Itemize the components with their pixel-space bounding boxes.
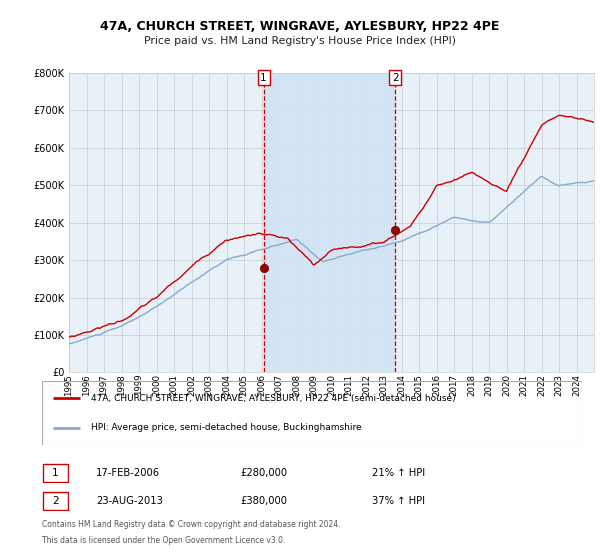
Text: 1: 1	[52, 468, 59, 478]
Text: 23-AUG-2013: 23-AUG-2013	[96, 496, 163, 506]
Text: 21% ↑ HPI: 21% ↑ HPI	[372, 468, 425, 478]
Text: Contains HM Land Registry data © Crown copyright and database right 2024.: Contains HM Land Registry data © Crown c…	[42, 520, 341, 529]
Text: Price paid vs. HM Land Registry's House Price Index (HPI): Price paid vs. HM Land Registry's House …	[144, 36, 456, 46]
Text: 2: 2	[52, 496, 59, 506]
Text: £280,000: £280,000	[240, 468, 287, 478]
Bar	[263, 73, 395, 372]
Text: £380,000: £380,000	[240, 496, 287, 506]
Text: 47A, CHURCH STREET, WINGRAVE, AYLESBURY, HP22 4PE (semi-detached house): 47A, CHURCH STREET, WINGRAVE, AYLESBURY,…	[91, 394, 455, 403]
Text: 37% ↑ HPI: 37% ↑ HPI	[372, 496, 425, 506]
Text: This data is licensed under the Open Government Licence v3.0.: This data is licensed under the Open Gov…	[42, 536, 286, 545]
Text: 17-FEB-2006: 17-FEB-2006	[96, 468, 160, 478]
Text: 2: 2	[392, 73, 398, 83]
Text: 1: 1	[260, 73, 267, 83]
Text: HPI: Average price, semi-detached house, Buckinghamshire: HPI: Average price, semi-detached house,…	[91, 423, 361, 432]
Text: 47A, CHURCH STREET, WINGRAVE, AYLESBURY, HP22 4PE: 47A, CHURCH STREET, WINGRAVE, AYLESBURY,…	[100, 20, 500, 32]
